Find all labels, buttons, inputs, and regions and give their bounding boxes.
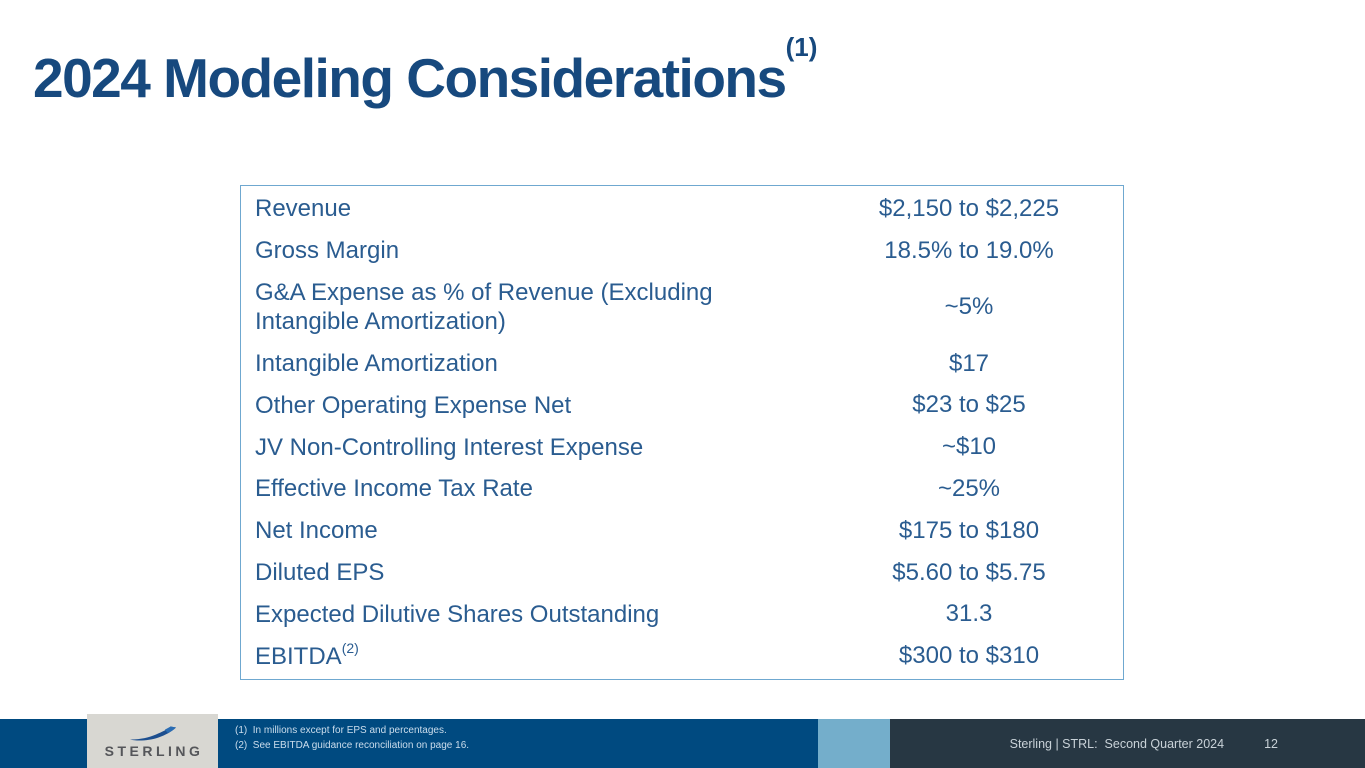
row-label: Net Income [255, 517, 378, 545]
footnote-1: (1) In millions except for EPS and perce… [235, 725, 447, 736]
row-label: EBITDA(2) [255, 639, 359, 670]
footer-accent-segment [818, 719, 890, 768]
row-value: $175 to $180 [898, 516, 1040, 544]
footer-footnotes: (1) In millions except for EPS and perce… [218, 719, 818, 768]
table-row: Net Income $175 to $180 [241, 510, 1123, 552]
sterling-swoosh-icon [129, 726, 176, 741]
table-row: Effective Income Tax Rate ~25% [241, 468, 1123, 510]
row-label: Effective Income Tax Rate [255, 475, 533, 503]
table-row: JV Non-Controlling Interest Expense ~$10 [241, 426, 1123, 468]
row-label: Diluted EPS [255, 558, 385, 586]
table-row: Expected Dilutive Shares Outstanding 31.3 [241, 593, 1123, 635]
table-row: G&A Expense as % of Revenue (Excluding I… [241, 272, 1123, 343]
row-value: 18.5% to 19.0% [884, 236, 1054, 264]
page-title-text: 2024 Modeling Considerations [33, 47, 787, 109]
footer-right-segment: Sterling | STRL: Second Quarter 2024 12 [890, 719, 1365, 768]
row-label-superscript: (2) [341, 639, 359, 656]
row-label: Revenue [255, 195, 352, 223]
row-value: ~25% [937, 474, 1001, 502]
row-value: $300 to $310 [898, 642, 1040, 670]
row-value: ~$10 [941, 433, 997, 461]
table-row: Intangible Amortization $17 [241, 343, 1123, 385]
row-value: $2,150 to $2,225 [878, 194, 1060, 222]
row-label: Gross Margin [255, 237, 400, 265]
row-label: G&A Expense as % of Revenue (Excluding I… [255, 278, 713, 336]
row-label: Expected Dilutive Shares Outstanding [255, 600, 660, 628]
table-row: Other Operating Expense Net $23 to $25 [241, 384, 1123, 426]
footer-left-segment [0, 719, 87, 768]
deck-title: Sterling | STRL: Second Quarter 2024 [1009, 736, 1225, 751]
table-row: Diluted EPS $5.60 to $5.75 [241, 552, 1123, 594]
sterling-logo-text: STERLING [104, 742, 204, 759]
row-label: JV Non-Controlling Interest Expense [255, 433, 644, 461]
page-title-superscript: (1) [785, 31, 818, 62]
page-number: 12 [1264, 736, 1278, 751]
footnote-2: (2) See EBITDA guidance reconciliation o… [235, 740, 470, 751]
table-row: Revenue $2,150 to $2,225 [241, 188, 1123, 230]
guidance-table: Revenue $2,150 to $2,225 Gross Margin 18.5%… [240, 185, 1124, 680]
row-label: Other Operating Expense Net [255, 391, 572, 419]
table-row: EBITDA(2) $300 to $310 [241, 635, 1123, 677]
row-value: $17 [948, 349, 990, 377]
row-value: 31.3 [945, 600, 993, 628]
row-value: ~5% [944, 293, 994, 321]
row-value: $5.60 to $5.75 [892, 558, 1046, 586]
sterling-logo: STERLING [87, 714, 218, 768]
table-row: Gross Margin 18.5% to 19.0% [241, 230, 1123, 272]
page-title: 2024 Modeling Considerations(1) [33, 32, 817, 109]
row-label: Intangible Amortization [255, 349, 498, 377]
row-value: $23 to $25 [912, 391, 1026, 419]
